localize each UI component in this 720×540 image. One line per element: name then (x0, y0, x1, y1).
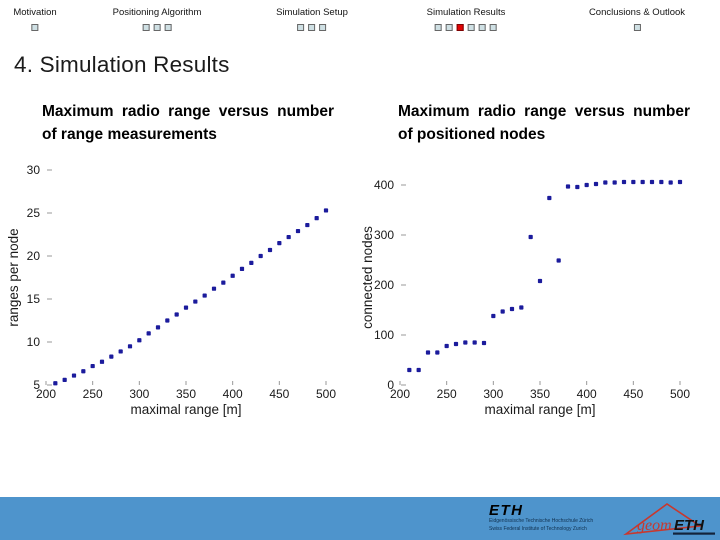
svg-text:25: 25 (27, 206, 41, 220)
svg-text:500: 500 (670, 387, 690, 401)
svg-text:250: 250 (83, 387, 103, 401)
nav-section-conclusions-outlook[interactable]: Conclusions & Outlook (589, 7, 685, 31)
geometh-logo-eth-text: ETH (674, 517, 705, 534)
svg-text:30: 30 (27, 163, 41, 177)
nav-marker-slide[interactable] (297, 24, 305, 31)
nav-marker-slide[interactable] (31, 24, 39, 31)
y-axis-label: ranges per node (6, 228, 21, 326)
eth-logo-subline-en: Swiss Federal Institute of Technology Zu… (489, 525, 587, 532)
left-chart-scatter-plot: 200 250 300 350 400 450 500 5 10 15 20 25 30 maximal … (6, 163, 336, 417)
right-chart-title: Maximum radio range versus number of pos… (398, 103, 690, 144)
nav-marker-slide[interactable] (434, 24, 442, 31)
svg-text:300: 300 (374, 228, 394, 242)
nav-markers-motivation (31, 24, 39, 31)
nav-marker-slide[interactable] (153, 24, 161, 31)
nav-section-simulation-results[interactable]: Simulation Results (426, 7, 506, 31)
svg-text:200: 200 (36, 387, 56, 401)
right-chart-scatter-plot: 200 250 300 350 400 450 5000100200300400maxima… (360, 178, 690, 417)
nav-label-simulation-results[interactable]: Simulation Results (426, 7, 506, 18)
svg-text:300: 300 (483, 387, 503, 401)
nav-marker-slide[interactable] (142, 24, 150, 31)
nav-marker-slide[interactable] (445, 24, 453, 31)
geometh-logo: geom ETH (623, 503, 715, 536)
geometh-triangle-icon (623, 503, 703, 536)
svg-text:350: 350 (176, 387, 196, 401)
svg-text:20: 20 (27, 249, 41, 263)
x-axis-label: maximal range [m] (484, 402, 595, 417)
eth-logo: ETH Eidgenössische Technische Hochschule… (489, 503, 593, 533)
svg-text:400: 400 (577, 387, 597, 401)
svg-text:100: 100 (374, 328, 394, 342)
geometh-underline (673, 532, 715, 535)
y-axis: 5 10 15 20 25 30 (27, 163, 52, 392)
svg-text:250: 250 (437, 387, 457, 401)
nav-label-conclusions-outlook[interactable]: Conclusions & Outlook (588, 7, 686, 18)
geometh-logo-geom-text: geom (637, 517, 672, 534)
nav-label-motivation[interactable]: Motivation (13, 7, 57, 18)
x-axis: 200 250 300 350 400 450 500 (390, 381, 690, 401)
y-axis: 0 100 200 300 400 (374, 178, 406, 392)
nav-marker-slide[interactable] (319, 24, 327, 31)
nav-section-motivation[interactable]: Motivation (13, 7, 57, 31)
nav-marker-slide[interactable] (308, 24, 316, 31)
nav-section-simulation-setup[interactable]: Simulation Setup (276, 7, 348, 31)
nav-marker-slide[interactable] (478, 24, 486, 31)
svg-text:450: 450 (269, 387, 289, 401)
svg-text:200: 200 (374, 278, 394, 292)
svg-text:200: 200 (390, 387, 410, 401)
svg-text:500: 500 (316, 387, 336, 401)
x-axis: 200 250 300 350 400 450 500 (36, 381, 336, 401)
nav-marker-slide[interactable] (633, 24, 641, 31)
nav-marker-slide[interactable] (164, 24, 172, 31)
svg-text:400: 400 (223, 387, 243, 401)
y-axis-label: connected nodes (360, 226, 375, 329)
scatter-points (53, 208, 329, 386)
x-axis-label: maximal range [m] (130, 402, 241, 417)
nav-marker-current-slide[interactable] (456, 24, 464, 31)
nav-markers-simulation-setup (297, 24, 327, 31)
svg-text:10: 10 (27, 335, 41, 349)
eth-logo-subline-de: Eidgenössische Technische Hochschule Zür… (489, 518, 594, 524)
scatter-points (407, 179, 683, 373)
svg-text:5: 5 (33, 378, 40, 392)
nav-markers-conclusions-outlook (633, 24, 641, 31)
footer-bar: ETH Eidgenössische Technische Hochschule… (0, 497, 720, 540)
nav-label-positioning-algorithm[interactable]: Positioning Algorithm (112, 7, 202, 18)
nav-markers-simulation-results (434, 24, 497, 31)
nav-marker-slide[interactable] (467, 24, 475, 31)
left-chart-title: Maximum radio range versus number of ran… (42, 103, 334, 144)
svg-text:350: 350 (530, 387, 550, 401)
nav-markers-positioning-algorithm (142, 24, 172, 31)
svg-text:15: 15 (27, 292, 41, 306)
nav-marker-slide[interactable] (489, 24, 497, 31)
eth-logo-text: ETH (489, 502, 524, 519)
svg-text:0: 0 (387, 378, 394, 392)
svg-text:450: 450 (623, 387, 643, 401)
svg-text:300: 300 (129, 387, 149, 401)
nav-section-positioning-algorithm[interactable]: Positioning Algorithm (112, 7, 202, 31)
page-title: 4. Simulation Results (14, 52, 230, 77)
nav-label-simulation-setup[interactable]: Simulation Setup (276, 7, 348, 18)
svg-text:400: 400 (374, 178, 394, 192)
